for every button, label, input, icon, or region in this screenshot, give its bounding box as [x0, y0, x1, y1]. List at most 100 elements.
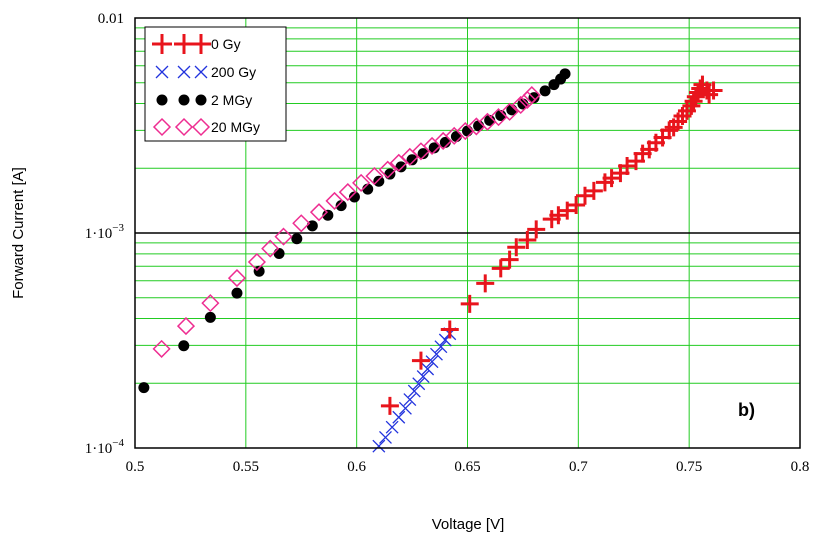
data-point [500, 102, 519, 121]
x-tick-label: 0.8 [791, 459, 810, 475]
data-point [416, 370, 430, 383]
data-point [411, 351, 430, 370]
legend-marker [195, 94, 207, 106]
series-0-gy [380, 75, 723, 415]
y-tick-labels: 0.01 1·10−3 1·10−4 [85, 11, 125, 457]
data-point [684, 92, 703, 111]
data-point [527, 220, 546, 239]
data-point [322, 209, 334, 221]
data-point [439, 136, 451, 148]
legend-label-0gy: 0 Gy [211, 36, 241, 52]
panel-label: b) [738, 400, 755, 420]
data-point [338, 183, 357, 202]
data-point [227, 269, 247, 288]
data-point [274, 227, 293, 246]
legend-marker [174, 117, 194, 137]
x-tick-labels: 0.5 0.55 0.6 0.65 0.7 0.75 0.8 [126, 459, 810, 475]
legend-marker [156, 94, 168, 106]
data-point [704, 81, 723, 100]
x-tick-label: 0.7 [569, 459, 588, 475]
data-point [325, 191, 344, 210]
data-point [686, 87, 705, 106]
legend-marker [155, 65, 169, 79]
data-point [440, 320, 459, 339]
data-point [518, 90, 537, 109]
data-point [476, 274, 495, 293]
data-point [460, 294, 479, 313]
legend: 0 Gy 200 Gy 2 MGy 20 MGy [144, 26, 287, 142]
data-point [417, 148, 429, 160]
x-tick-label: 0.55 [233, 459, 259, 475]
x-tick-label: 0.6 [347, 459, 366, 475]
data-point [291, 233, 303, 245]
data-point [176, 317, 196, 336]
x-tick-label: 0.75 [676, 459, 702, 475]
legend-marker [191, 117, 211, 137]
data-point [231, 287, 243, 299]
data-point [689, 83, 708, 102]
data-point [700, 85, 719, 104]
data-point [559, 68, 571, 80]
data-point [392, 410, 406, 424]
legend-markers [152, 34, 211, 137]
legend-label-200gy: 200 Gy [211, 64, 256, 80]
data-point [450, 131, 462, 143]
data-point [539, 85, 551, 97]
data-point [373, 175, 385, 187]
legend-marker [178, 94, 190, 106]
data-point [421, 362, 435, 376]
data-point [430, 347, 443, 361]
data-point [473, 120, 485, 132]
plot-frame [134, 17, 801, 449]
data-point [335, 200, 347, 212]
data-point [384, 168, 396, 180]
data-point [372, 439, 386, 453]
data-point [584, 181, 603, 200]
data-point [406, 154, 418, 166]
data-point [365, 167, 384, 186]
data-point [273, 247, 285, 259]
data-point [398, 401, 412, 415]
data-point [201, 294, 220, 313]
x-tick-label: 0.65 [454, 459, 480, 475]
data-point [484, 114, 496, 126]
data-point [261, 239, 280, 258]
data-point [462, 125, 473, 137]
data-point [428, 142, 440, 154]
data-series [138, 68, 723, 453]
y-tick-label: 1·10−4 [85, 437, 125, 457]
series-20-mgy [152, 86, 541, 358]
legend-marker [152, 117, 172, 137]
data-point [348, 191, 360, 203]
y-axis-title: Forward Current [A] [10, 167, 27, 299]
legend-label-20mgy: 20 MGy [211, 119, 260, 135]
data-point [152, 339, 171, 358]
data-point [511, 95, 530, 115]
data-point [567, 195, 586, 214]
legend-marker [191, 34, 211, 54]
legend-marker [194, 65, 208, 79]
data-point [204, 311, 216, 323]
data-point [138, 382, 150, 394]
data-point [507, 238, 526, 257]
data-point [178, 340, 190, 352]
data-point [412, 377, 426, 391]
data-point [434, 340, 448, 354]
data-point [500, 250, 519, 269]
data-point [407, 384, 421, 398]
data-point [395, 161, 407, 173]
data-point [522, 86, 541, 105]
x-tick-label: 0.5 [126, 459, 145, 475]
legend-marker [177, 65, 191, 79]
legend-label-2mgy: 2 MGy [211, 92, 252, 108]
legend-marker [152, 34, 172, 54]
y-tick-label: 0.01 [98, 11, 124, 27]
series-2-mgy [138, 68, 571, 394]
data-point [403, 393, 417, 407]
data-point [518, 230, 537, 249]
x-axis-title: Voltage [V] [432, 516, 505, 533]
data-point [491, 259, 510, 278]
data-point [352, 173, 371, 192]
data-point [292, 214, 311, 233]
data-point [380, 396, 399, 415]
